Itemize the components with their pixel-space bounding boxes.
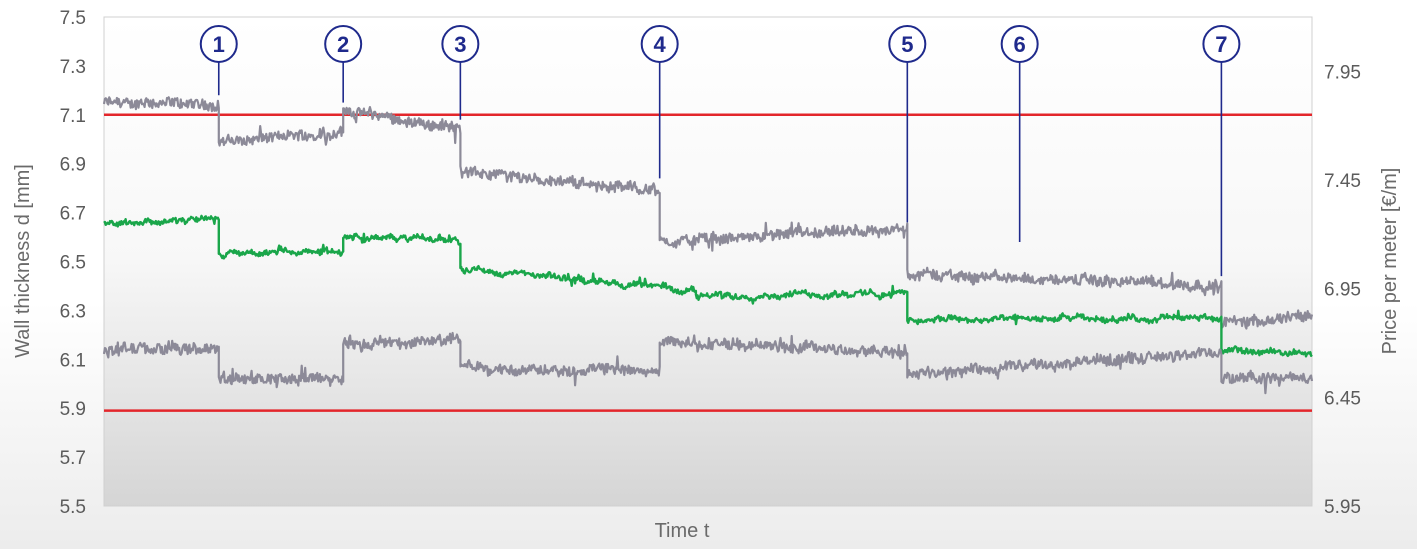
limit-lines bbox=[104, 113, 1312, 412]
y2-tick-label: 6.45 bbox=[1324, 388, 1361, 409]
annotation-marker bbox=[640, 25, 679, 63]
y-tick-label: 5.7 bbox=[60, 448, 86, 469]
y-tick-label: 6.1 bbox=[60, 350, 86, 371]
annotation-label: 1 bbox=[213, 32, 225, 57]
y2-tick-label: 7.95 bbox=[1324, 62, 1361, 83]
annotation-marker bbox=[888, 25, 927, 63]
y2-axis-title: Price per meter [€/m] bbox=[1379, 168, 1401, 355]
y-tick-label: 5.5 bbox=[60, 497, 86, 518]
y2-tick-label: 6.95 bbox=[1324, 280, 1361, 301]
y-tick-label: 6.9 bbox=[60, 155, 86, 176]
x-axis-title: Time t bbox=[655, 520, 710, 542]
annotation-marker bbox=[324, 25, 363, 63]
annotation-marker bbox=[1202, 25, 1241, 63]
series-line-3 bbox=[102, 331, 1314, 395]
annotation-label: 7 bbox=[1215, 32, 1227, 57]
annotation-label: 3 bbox=[454, 32, 466, 57]
annotations: 1 2 3 4 5 6 7 bbox=[199, 25, 1241, 277]
annotation-label: 5 bbox=[901, 32, 913, 57]
y2-tick-label: 5.95 bbox=[1324, 497, 1361, 518]
y-tick-label: 7.5 bbox=[60, 8, 86, 29]
y-tick-label: 6.3 bbox=[60, 301, 86, 322]
annotation-label: 6 bbox=[1014, 32, 1026, 57]
annotation-marker bbox=[199, 25, 238, 63]
y-axis-left-ticks: 5.5 5.7 5.9 6.1 6.3 6.5 6.7 6.9 7.1 7.3 7.5 bbox=[60, 8, 86, 518]
plot-area bbox=[103, 16, 1313, 507]
y-tick-label: 5.9 bbox=[60, 399, 86, 420]
annotation-marker bbox=[441, 25, 480, 63]
y-axis-right-ticks: 5.95 6.45 6.95 7.45 7.95 bbox=[1324, 62, 1361, 518]
y-axis-title: Wall thickness d [mm] bbox=[12, 164, 34, 358]
y2-tick-label: 7.45 bbox=[1324, 171, 1361, 192]
annotation-label: 4 bbox=[654, 32, 667, 57]
series-lines bbox=[102, 96, 1314, 395]
annotation-label: 2 bbox=[337, 32, 349, 57]
annotation-marker bbox=[1000, 25, 1039, 63]
y-tick-label: 6.5 bbox=[60, 253, 86, 274]
y-tick-label: 7.1 bbox=[60, 106, 86, 127]
series-line-2 bbox=[103, 214, 1313, 358]
series-line-1 bbox=[102, 96, 1314, 330]
y-tick-label: 6.7 bbox=[60, 204, 86, 225]
y-tick-label: 7.3 bbox=[60, 57, 86, 78]
